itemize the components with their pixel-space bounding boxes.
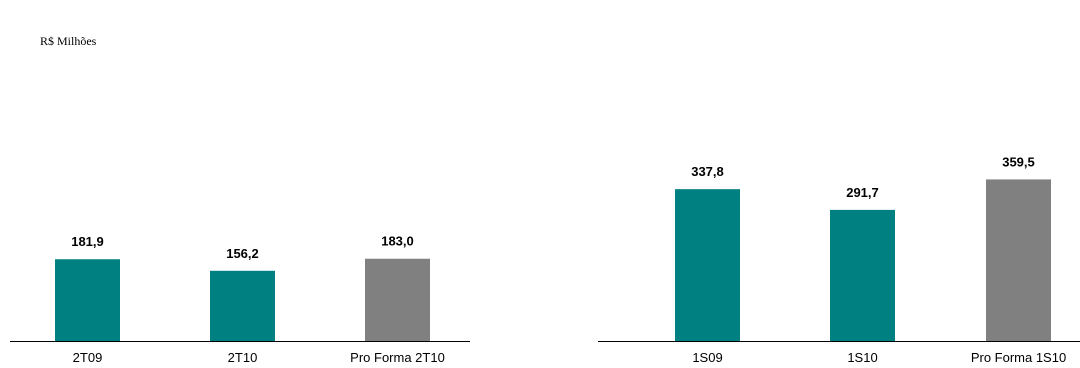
category-label-q-3: Pro Forma 2T10 [350,350,445,365]
bar-s-3 [986,179,1051,341]
category-label-q-2: 2T10 [228,350,258,365]
value-label-s-2: 291,7 [846,185,879,200]
bar-q-1 [55,259,120,341]
value-label-s-1: 337,8 [691,164,724,179]
unit-label: R$ Milhões [40,34,97,48]
chart-semester: 337,8 1S09 291,7 1S10 359,5 Pro Forma 1S10 [598,154,1080,365]
category-label-s-3: Pro Forma 1S10 [971,350,1066,365]
bar-s-1 [675,189,740,341]
value-label-q-3: 183,0 [381,234,414,249]
bar-s-2 [830,209,895,341]
chart-quarterly: 181,9 2T09 156,2 2T10 183,0 Pro Forma 2T10 [10,234,470,365]
bar-q-2 [210,270,275,341]
category-label-q-1: 2T09 [73,350,103,365]
value-label-q-2: 156,2 [226,246,259,261]
category-label-s-1: 1S09 [692,350,722,365]
value-label-q-1: 181,9 [71,234,104,249]
bar-q-3 [365,258,430,341]
category-label-s-2: 1S10 [847,350,877,365]
value-label-s-3: 359,5 [1002,154,1035,169]
